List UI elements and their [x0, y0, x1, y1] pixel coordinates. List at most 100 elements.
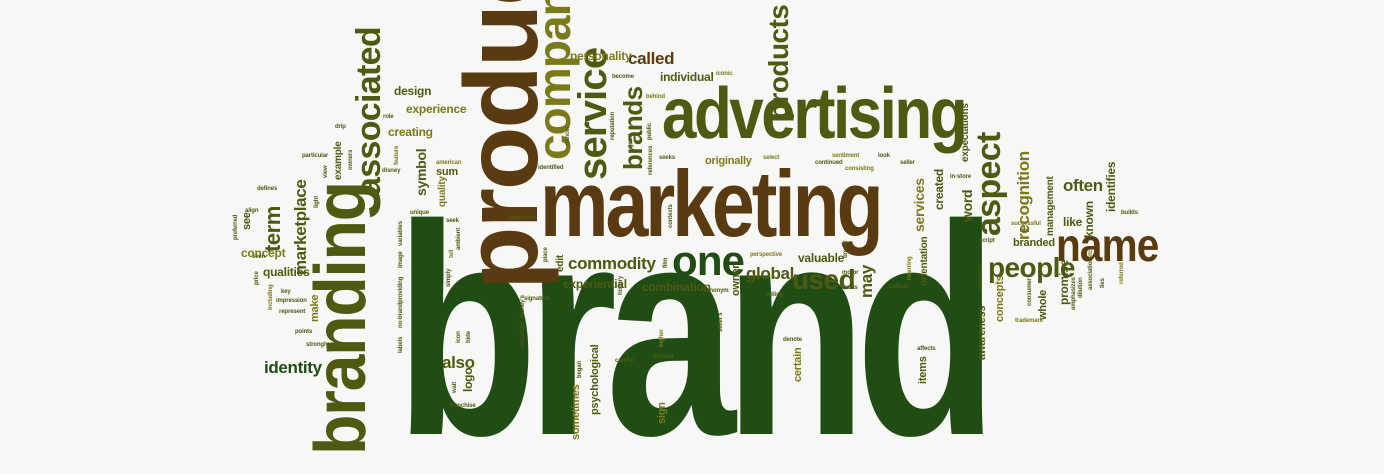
word-commodity: commodity	[568, 254, 656, 273]
word-signature: signature	[524, 296, 550, 302]
word-breast: breast	[843, 240, 849, 258]
word-view: view	[323, 165, 329, 178]
word-service: service	[571, 47, 615, 180]
word-unique: unique	[410, 210, 429, 216]
word-dilution: dilution	[1078, 277, 1084, 298]
word-careful: careful	[615, 358, 634, 364]
word-hot: hot	[1020, 228, 1029, 234]
word-advertising: advertising	[662, 74, 968, 154]
word-experience: experience	[406, 102, 467, 116]
word-name: name	[1056, 219, 1159, 271]
word-etc: etc	[1088, 249, 1094, 258]
word-wait: wait	[452, 381, 458, 393]
word-design: design	[394, 84, 432, 98]
word-elements: elements	[978, 264, 984, 290]
word-like: like	[1063, 215, 1083, 229]
word-ties: ties	[1100, 278, 1106, 288]
word-marketplace: marketplace	[291, 179, 310, 276]
word-cancer: cancer	[565, 126, 571, 145]
word-tell: tell	[449, 249, 455, 258]
word-align: align	[245, 208, 259, 214]
word-logo: logo	[461, 367, 475, 392]
word-iconic: iconic	[716, 71, 733, 77]
word-referring: referring	[907, 256, 913, 280]
word-construct: construct	[520, 321, 526, 348]
word-perspective: perspective	[750, 252, 783, 258]
word-motor: motor	[842, 270, 859, 276]
word-sentiment: sentiment	[832, 153, 860, 159]
word-products: products	[763, 4, 794, 120]
word-concept: concept	[241, 246, 286, 260]
word-defines: defines	[257, 186, 278, 192]
word-including: including	[268, 284, 274, 310]
word-combination: combination	[642, 280, 711, 294]
word-identified: identified	[538, 165, 564, 171]
word-affects: affects	[917, 346, 936, 352]
word-selling: selling	[765, 292, 784, 298]
word-symbol: symbol	[413, 148, 429, 196]
word-american: american	[436, 160, 462, 166]
word-concepts: concepts	[994, 275, 1006, 322]
word-synonym: synonym	[703, 288, 729, 294]
word-edit: edit	[555, 255, 566, 272]
word-trademark: trademark	[1015, 318, 1043, 324]
word-variables: variables	[398, 221, 404, 246]
word-strongly: strongly	[306, 342, 329, 348]
word-called: called	[628, 49, 675, 68]
word-word: word	[959, 189, 975, 222]
word-branded: branded	[1013, 237, 1055, 249]
word-often: often	[1063, 176, 1103, 195]
word-key: key	[281, 289, 291, 295]
word-aspect: aspect	[970, 132, 1008, 236]
word-select: select	[763, 155, 780, 161]
word-global: global	[746, 264, 795, 283]
word-ambient: ambient	[456, 227, 462, 250]
word-feature: feature	[394, 145, 400, 165]
word-higher: higher	[659, 329, 665, 347]
word-may: may	[857, 264, 876, 298]
word-points: points	[295, 329, 313, 335]
word-hide: hide	[466, 331, 472, 343]
word-association: association	[1088, 258, 1094, 290]
word-history: history	[618, 275, 624, 295]
word-labels: labels	[398, 336, 404, 353]
word-associated: associated	[350, 27, 388, 196]
word-management: management	[1045, 176, 1056, 236]
word-make: make	[309, 294, 321, 322]
word-behind: behind	[646, 94, 665, 100]
word-owners: owners	[348, 149, 354, 170]
word-promise: promise	[1057, 259, 1071, 305]
word-used: used	[792, 264, 856, 295]
word-references: references	[648, 145, 654, 175]
word-known: known	[1082, 201, 1096, 238]
word-builds: builds	[1121, 210, 1138, 216]
word-denote: denote	[783, 337, 802, 343]
word-sum: sum	[436, 166, 458, 178]
word-personality: personality	[570, 49, 632, 63]
word-referred: referred	[1119, 262, 1125, 284]
word-light: light	[314, 195, 320, 208]
word-film: film	[663, 257, 669, 268]
word-consumer: consumer	[1027, 278, 1033, 306]
word-seen: seen	[252, 254, 266, 260]
word-drip: drip	[335, 124, 346, 130]
word-psychological: psychological	[589, 344, 601, 416]
word-individual: individual	[660, 70, 714, 84]
word-qualities: qualities	[263, 265, 310, 279]
word-contexts: contexts	[668, 204, 674, 228]
word-price: price	[254, 271, 260, 285]
word-whole: whole	[1037, 289, 1049, 320]
word-seller: seller	[900, 160, 915, 166]
word-orientation: orientation	[919, 236, 930, 286]
word-role: role	[383, 114, 394, 120]
word-represent: represent	[279, 309, 306, 315]
word-items: items	[917, 356, 929, 384]
word-seeks: seeks	[659, 155, 676, 161]
word-disney's: disney's	[520, 295, 526, 318]
word-identifies: identifies	[1104, 161, 1118, 212]
word-creating: creating	[388, 125, 433, 139]
word-look: look	[878, 153, 890, 159]
word-public: public	[647, 123, 653, 140]
word-brands: brands	[618, 86, 648, 170]
